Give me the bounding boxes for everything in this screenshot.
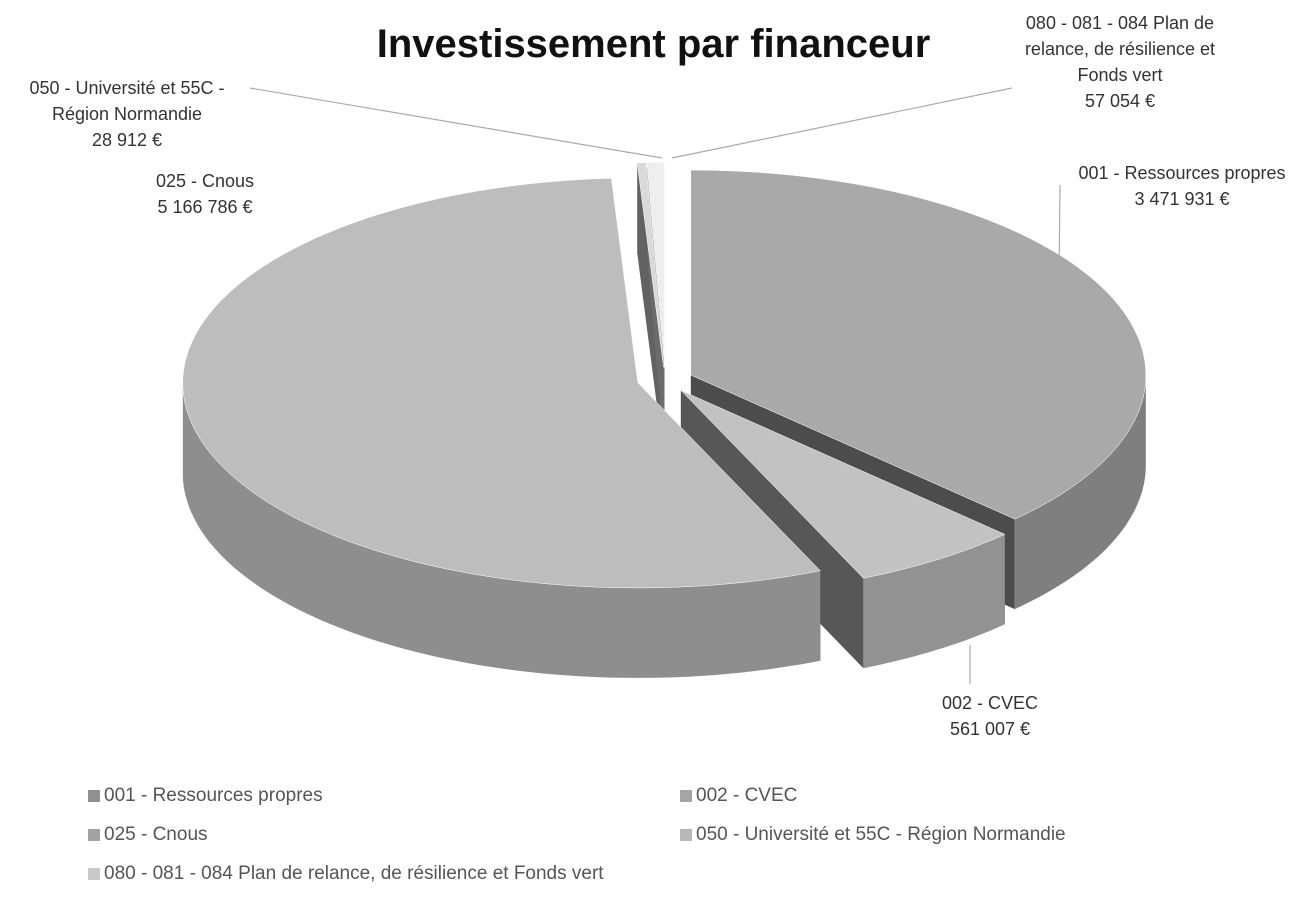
- label-value: 561 007 €: [949, 719, 1031, 739]
- label-value: 3 471 931 €: [1134, 189, 1230, 209]
- label-name: 002 - CVEC: [941, 693, 1039, 713]
- data-label: 050 - Université et 55C - Région Normand…: [2, 75, 252, 153]
- label-name: 080 - 081 - 084 Plan de relance, de rési…: [1024, 13, 1216, 85]
- slice: [182, 178, 821, 589]
- legend-label: 080 - 081 - 084 Plan de relance, de rési…: [104, 863, 604, 884]
- legend-swatch: [680, 790, 692, 802]
- slice: [690, 169, 1147, 520]
- legend-label: 025 - Cnous: [104, 824, 208, 845]
- slice-side: [637, 162, 664, 458]
- label-name: 050 - Université et 55C - Région Normand…: [29, 78, 225, 124]
- legend-item: 080 - 081 - 084 Plan de relance, de rési…: [88, 863, 680, 885]
- leader-line: [249, 87, 663, 159]
- legend-label: 002 - CVEC: [696, 785, 798, 806]
- chart-title: Investissement par financeur: [376, 22, 931, 66]
- slice-wall: [863, 534, 1005, 669]
- leader-line: [671, 87, 1013, 159]
- legend: 001 - Ressources propres 002 - CVEC 025 - …: [88, 785, 1268, 885]
- legend-swatch: [88, 868, 100, 880]
- slice-wall: [182, 382, 821, 678]
- slice-wall: [1014, 375, 1146, 610]
- slice: [680, 390, 1006, 579]
- legend-label: 050 - Université et 55C - Région Normand…: [696, 824, 1066, 845]
- legend-item: 050 - Université et 55C - Région Normand…: [680, 824, 1268, 846]
- label-name: 025 - Cnous: [155, 171, 255, 191]
- data-label: 002 - CVEC 561 007 €: [890, 690, 1090, 742]
- legend-item: 002 - CVEC: [680, 785, 1268, 807]
- legend-label: 001 - Ressources propres: [104, 785, 323, 806]
- slice: [636, 162, 664, 368]
- legend-swatch: [680, 829, 692, 841]
- legend-item: 025 - Cnous: [88, 824, 680, 846]
- label-name: 001 - Ressources propres: [1078, 163, 1286, 183]
- data-label: 080 - 081 - 084 Plan de relance, de rési…: [1023, 10, 1218, 114]
- legend-item: 001 - Ressources propres: [88, 785, 680, 807]
- legend-swatch: [88, 829, 100, 841]
- leader-line: [1056, 184, 1061, 471]
- legend-swatch: [88, 790, 100, 802]
- data-label: 025 - Cnous 5 166 786 €: [105, 168, 305, 220]
- data-label: 001 - Ressources propres 3 471 931 €: [1042, 160, 1307, 212]
- label-value: 5 166 786 €: [157, 197, 253, 217]
- slice: [646, 162, 665, 368]
- label-value: 57 054 €: [1084, 91, 1156, 111]
- label-value: 28 912 €: [91, 130, 163, 150]
